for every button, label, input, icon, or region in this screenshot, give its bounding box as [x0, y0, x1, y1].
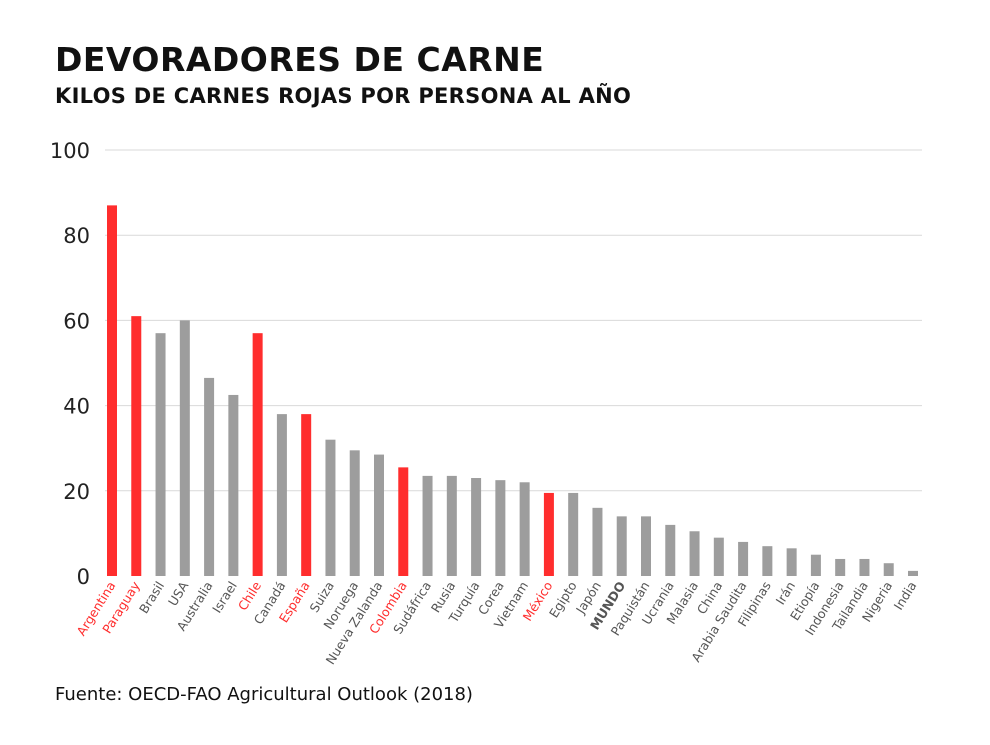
bar-arabia-saudita — [738, 541, 749, 576]
bar-usa — [179, 320, 190, 576]
y-tick-label: 40 — [63, 395, 90, 419]
bar-nigeria — [883, 563, 894, 576]
bar-irán — [786, 548, 797, 576]
bar-brasil — [155, 333, 166, 576]
bar-ucrania — [665, 524, 676, 576]
bar-tailandia — [859, 558, 870, 576]
bar-canadá — [276, 414, 287, 576]
bar-paraguay — [131, 316, 142, 576]
bar-turquía — [471, 478, 482, 576]
bar-sudáfrica — [422, 475, 433, 576]
y-tick-label: 20 — [63, 480, 90, 504]
bar-noruega — [349, 450, 360, 576]
x-tick-label: Brasil — [136, 579, 167, 616]
y-tick-label: 100 — [50, 139, 90, 163]
bar-australia — [204, 377, 215, 576]
bar-indonesia — [835, 558, 846, 576]
bar-israel — [228, 394, 239, 576]
y-tick-label: 0 — [77, 565, 90, 589]
bar-malasia — [689, 531, 700, 576]
bar-rusia — [446, 475, 457, 576]
x-axis-labels: ArgentinaParaguayBrasilUSAAustraliaIsrae… — [74, 578, 920, 667]
bar-corea — [495, 480, 506, 576]
bar-chile — [252, 333, 263, 576]
bar-japón — [592, 507, 603, 576]
bar-nueva-zalanda — [374, 454, 384, 576]
chart-subtitle: KILOS DE CARNES ROJAS POR PERSONA AL AÑO — [55, 84, 632, 108]
y-tick-label: 60 — [63, 309, 90, 333]
bar-filipinas — [762, 546, 773, 576]
bar-egipto — [568, 492, 579, 576]
bar-colombia — [398, 467, 409, 576]
bar-mundo — [616, 516, 627, 576]
x-tick-label: Israel — [209, 579, 240, 616]
bar-méxico — [543, 492, 554, 576]
bar-china — [713, 537, 724, 576]
y-tick-label: 80 — [63, 224, 90, 248]
source-note: Fuente: OECD-FAO Agricultural Outlook (2… — [55, 684, 473, 705]
chart-title: DEVORADORES DE CARNE — [55, 40, 545, 79]
bar-paquistán — [641, 516, 651, 576]
bar-etiopía — [810, 554, 821, 576]
x-tick-label: India — [891, 579, 920, 613]
bar-españa — [301, 414, 312, 576]
bar-vietnam — [519, 482, 530, 576]
bar-suiza — [325, 439, 336, 576]
bar-argentina — [107, 205, 117, 576]
bars — [107, 205, 918, 576]
bar-chart: 0 20 40 60 80 100 ArgentinaParaguayBrasilUSAA… — [50, 139, 922, 667]
bar-india — [908, 570, 918, 576]
y-axis-ticks: 0 20 40 60 80 100 — [50, 139, 90, 589]
gridlines — [105, 149, 922, 492]
